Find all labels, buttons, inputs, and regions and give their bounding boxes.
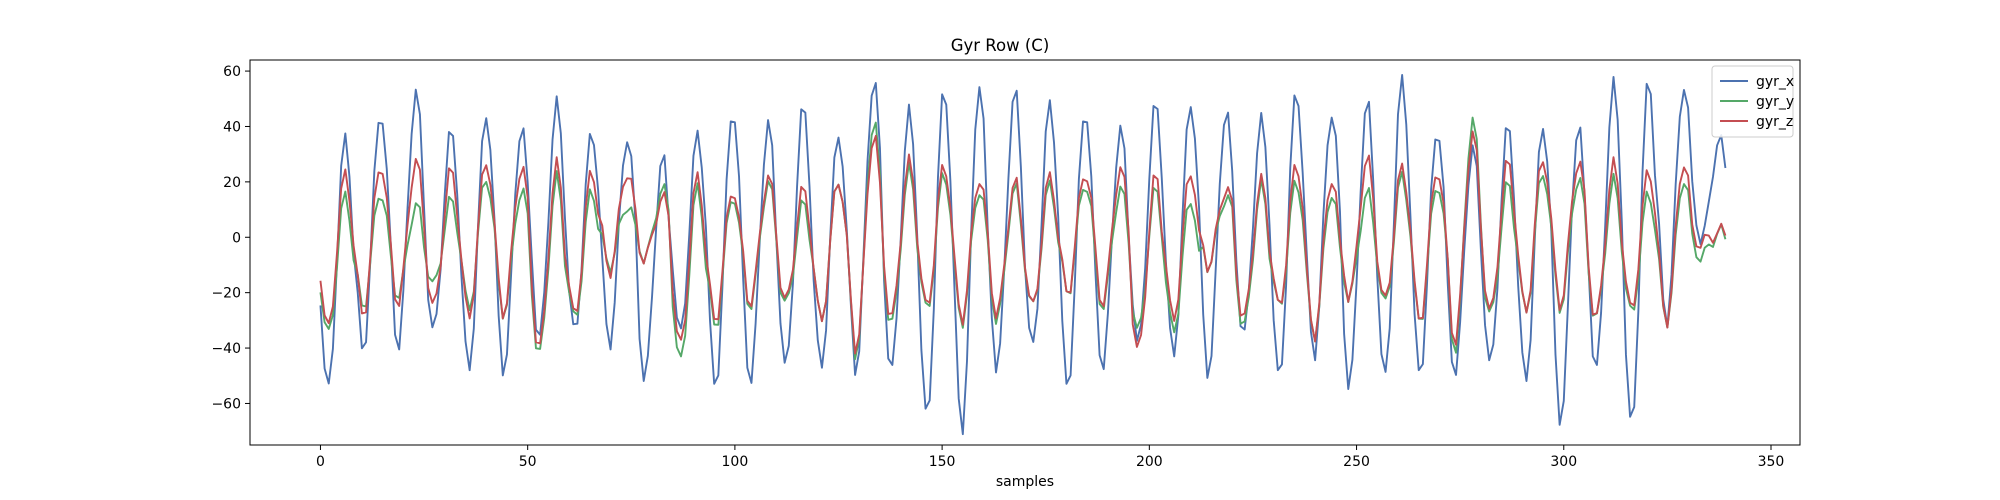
legend-box (1711, 65, 1794, 138)
y-tick-label: −20 (211, 286, 241, 302)
x-axis: 0 50 100 150 200 250 300 350 (316, 445, 1784, 470)
x-tick-label: 100 (722, 454, 749, 470)
plot-area (319, 74, 1727, 436)
y-tick-label: 40 (223, 119, 241, 135)
plot-frame (249, 59, 1801, 446)
x-tick-label: 50 (519, 454, 537, 470)
legend-label-gyr_z: gyr_z (1756, 114, 1793, 130)
y-axis: −60 −40 −20 0 20 40 60 (211, 64, 250, 412)
chart-title: Gyr Row (C) (951, 36, 1050, 55)
x-axis-label: samples (996, 474, 1054, 490)
y-tick-label: −60 (211, 396, 241, 412)
x-tick-label: 200 (1136, 454, 1163, 470)
legend: gyr_x gyr_y gyr_z (1711, 65, 1794, 138)
y-tick-label: 60 (223, 64, 241, 80)
legend-label-gyr_y: gyr_y (1756, 94, 1794, 110)
series-line-gyr_x (319, 74, 1727, 436)
y-tick-label: 0 (232, 230, 241, 246)
series-line-gyr_z (319, 130, 1727, 355)
x-tick-label: 300 (1550, 454, 1577, 470)
y-tick-label: −40 (211, 341, 241, 357)
x-tick-label: 150 (929, 454, 956, 470)
x-tick-label: 0 (316, 454, 325, 470)
y-tick-label: 20 (223, 175, 241, 191)
x-tick-label: 250 (1343, 454, 1370, 470)
x-tick-label: 350 (1758, 454, 1785, 470)
legend-label-gyr_x: gyr_x (1756, 74, 1794, 90)
